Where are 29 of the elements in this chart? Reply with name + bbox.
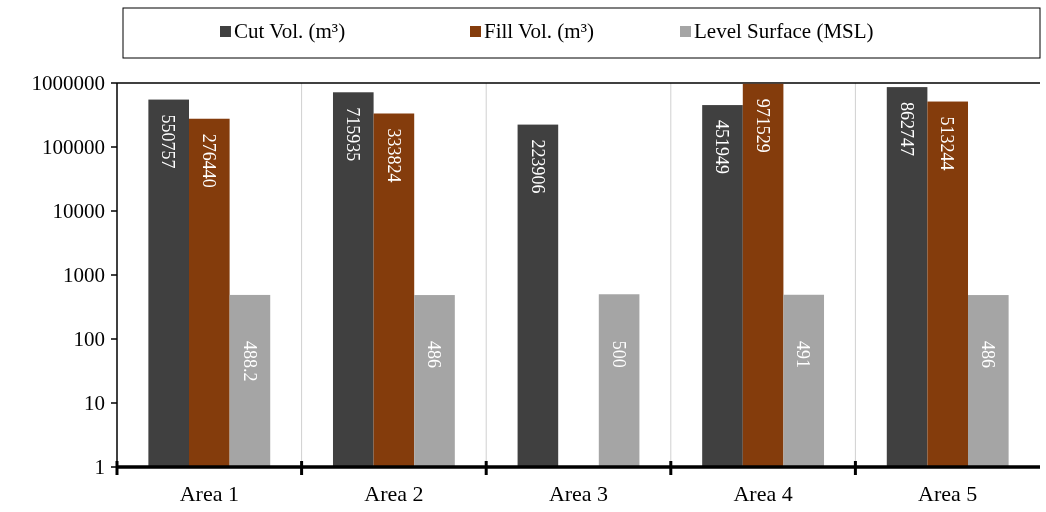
x-tick-label: Area 5 xyxy=(918,481,978,506)
x-tick-label: Area 4 xyxy=(733,481,793,506)
y-tick-label: 1000000 xyxy=(31,71,105,96)
y-tick-label: 10000 xyxy=(52,199,105,224)
data-label: 486 xyxy=(978,341,999,369)
x-tick-label: Area 3 xyxy=(548,481,609,506)
data-label: 550757 xyxy=(158,114,179,169)
data-label: 451949 xyxy=(712,120,733,175)
legend-label: Level Surface (MSL) xyxy=(694,19,874,43)
data-label: 333824 xyxy=(383,128,404,183)
y-tick-label: 1000 xyxy=(63,263,105,288)
y-tick-label: 10 xyxy=(84,391,105,416)
legend-label: Cut Vol. (m³) xyxy=(234,19,346,43)
data-label: 513244 xyxy=(937,116,958,171)
x-tick-label: Area 2 xyxy=(364,481,424,506)
data-label: 276440 xyxy=(199,133,219,188)
y-tick-label: 100000 xyxy=(42,135,105,160)
data-label: 223906 xyxy=(527,139,548,194)
legend-label: Fill Vol. (m³) xyxy=(484,19,594,43)
data-label: 500 xyxy=(608,340,629,368)
data-label: 486 xyxy=(424,341,445,369)
y-tick-label: 100 xyxy=(73,327,105,352)
data-label: 715935 xyxy=(342,107,363,162)
data-label: 491 xyxy=(793,340,814,368)
y-tick-label: 1 xyxy=(94,455,105,480)
x-tick-label: Area 1 xyxy=(179,481,239,506)
data-label: 488.2 xyxy=(239,340,260,382)
data-label: 862747 xyxy=(896,102,917,157)
data-label: 971529 xyxy=(752,98,773,153)
